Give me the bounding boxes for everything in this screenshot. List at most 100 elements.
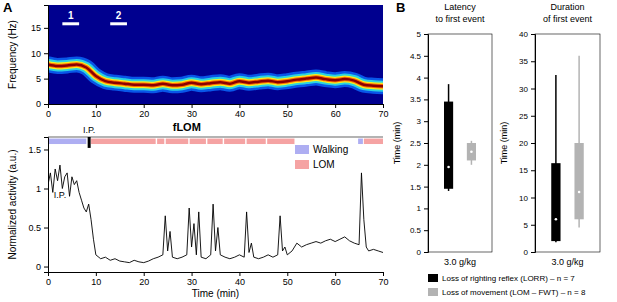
state-segment [207, 139, 222, 144]
tick-label: 70 [378, 277, 388, 287]
tick-mark [531, 198, 535, 199]
tick-mark [144, 272, 145, 276]
tick-label: 20 [139, 277, 149, 287]
panel-title: to first event [435, 14, 485, 24]
tick: 60 [331, 104, 341, 119]
tick-mark [383, 272, 384, 276]
tick-mark [424, 187, 428, 188]
axis: 0510152025303540 [519, 30, 535, 257]
tick: 4.5 [410, 52, 428, 61]
box [444, 102, 453, 189]
tick: 2.5 [410, 139, 428, 148]
axis: 0 0.5 1 1.5 2 2.5 3 3.5 4 4.5 5 [410, 30, 429, 257]
tick-label: 1.5 [28, 145, 41, 155]
tick-label: 1.5 [410, 183, 422, 192]
tick: 20 [519, 139, 535, 148]
annotation: fLOM [173, 121, 201, 133]
tick: 0 [417, 248, 428, 257]
legend-swatch [295, 145, 309, 154]
axis: 00.511.5 [28, 138, 48, 273]
tick-label: 40 [235, 277, 245, 287]
tick: 3 [417, 117, 428, 126]
tick-mark [335, 104, 336, 108]
tick-label: 0 [417, 248, 422, 257]
axis-line [49, 105, 384, 109]
tick-mark [424, 230, 428, 231]
tick: 70 [378, 272, 388, 287]
tick: 15 [519, 166, 535, 175]
tick-label: 0 [36, 262, 41, 272]
box [574, 143, 583, 219]
tick-label: 10 [91, 109, 101, 119]
tick: 20 [139, 104, 149, 119]
tick: 4 [417, 74, 428, 83]
axis: 010203040506070 [46, 104, 389, 119]
tick-label: 2.5 [410, 139, 422, 148]
plot-area [551, 56, 584, 242]
tick: 0 [36, 262, 48, 272]
tick: 50 [283, 104, 293, 119]
tick: 15 [31, 23, 48, 33]
state-segment [224, 139, 245, 144]
tick-label: 40 [519, 30, 528, 39]
tick: 1 [417, 204, 428, 213]
tick-label: 0.5 [410, 226, 422, 235]
tick-label: 4 [417, 74, 422, 83]
tick: 30 [519, 85, 535, 94]
tick: 60 [331, 272, 341, 287]
tick: 0 [46, 104, 51, 119]
spectrogram: A12010203040506070051015Frequency (Hz)fL… [3, 0, 389, 133]
box [551, 163, 560, 241]
figure: A12010203040506070051015Frequency (Hz)fL… [0, 0, 617, 302]
state-segment [91, 139, 156, 144]
box-panel: 00.511.522.533.544.55Latencyto first eve… [392, 2, 492, 267]
tick: 5 [36, 74, 48, 84]
tick: 20 [139, 272, 149, 287]
state-segment [157, 139, 164, 144]
tick: 3.5 [410, 95, 428, 104]
state-segment [190, 139, 206, 144]
tick: 30 [187, 272, 197, 287]
tick-label: 10 [91, 277, 101, 287]
axis: 051015 [31, 6, 49, 110]
axis: 010203040506070 [46, 272, 389, 287]
legend-label: Walking [313, 144, 348, 155]
axis-title: Time (min) [499, 122, 509, 165]
tick: 1.5 [28, 145, 48, 155]
tick-mark [424, 34, 428, 35]
legend-swatch [295, 160, 309, 169]
tick: 2 [417, 161, 428, 170]
legend-label: LOM [313, 159, 335, 170]
activity-chart: 01020304050607000.511.5Normalized activi… [7, 125, 389, 299]
background [48, 5, 383, 104]
tick-mark [531, 252, 535, 253]
tick-label: 35 [519, 57, 528, 66]
tick-mark [44, 79, 48, 80]
tick: 5 [417, 30, 428, 39]
tick-label: 1 [36, 184, 41, 194]
tick: 35 [519, 57, 535, 66]
tick-mark [424, 56, 428, 57]
tick-label: 4.5 [410, 52, 422, 61]
axis-line [44, 138, 49, 273]
tick-label: 30 [187, 109, 197, 119]
tick-label: 60 [331, 277, 341, 287]
state-segment [358, 139, 363, 144]
axis-title: Time (min) [192, 288, 239, 299]
axis-title: Frequency (Hz) [7, 20, 18, 89]
panel-label: B [396, 0, 405, 15]
tick-mark [424, 252, 428, 253]
tick: 70 [378, 104, 388, 119]
plot-area [48, 5, 383, 104]
tick: 1.5 [410, 183, 428, 192]
tick-mark [287, 272, 288, 276]
tick: 40 [235, 272, 245, 287]
tick: 0 [524, 248, 535, 257]
frame [428, 34, 492, 252]
tick: 40 [519, 30, 535, 39]
frame [48, 137, 383, 138]
box-panel: 0510152025303540Durationof first eventTi… [499, 2, 600, 267]
state-segment [166, 139, 188, 144]
ridge [48, 64, 383, 86]
tick-mark [44, 149, 48, 150]
